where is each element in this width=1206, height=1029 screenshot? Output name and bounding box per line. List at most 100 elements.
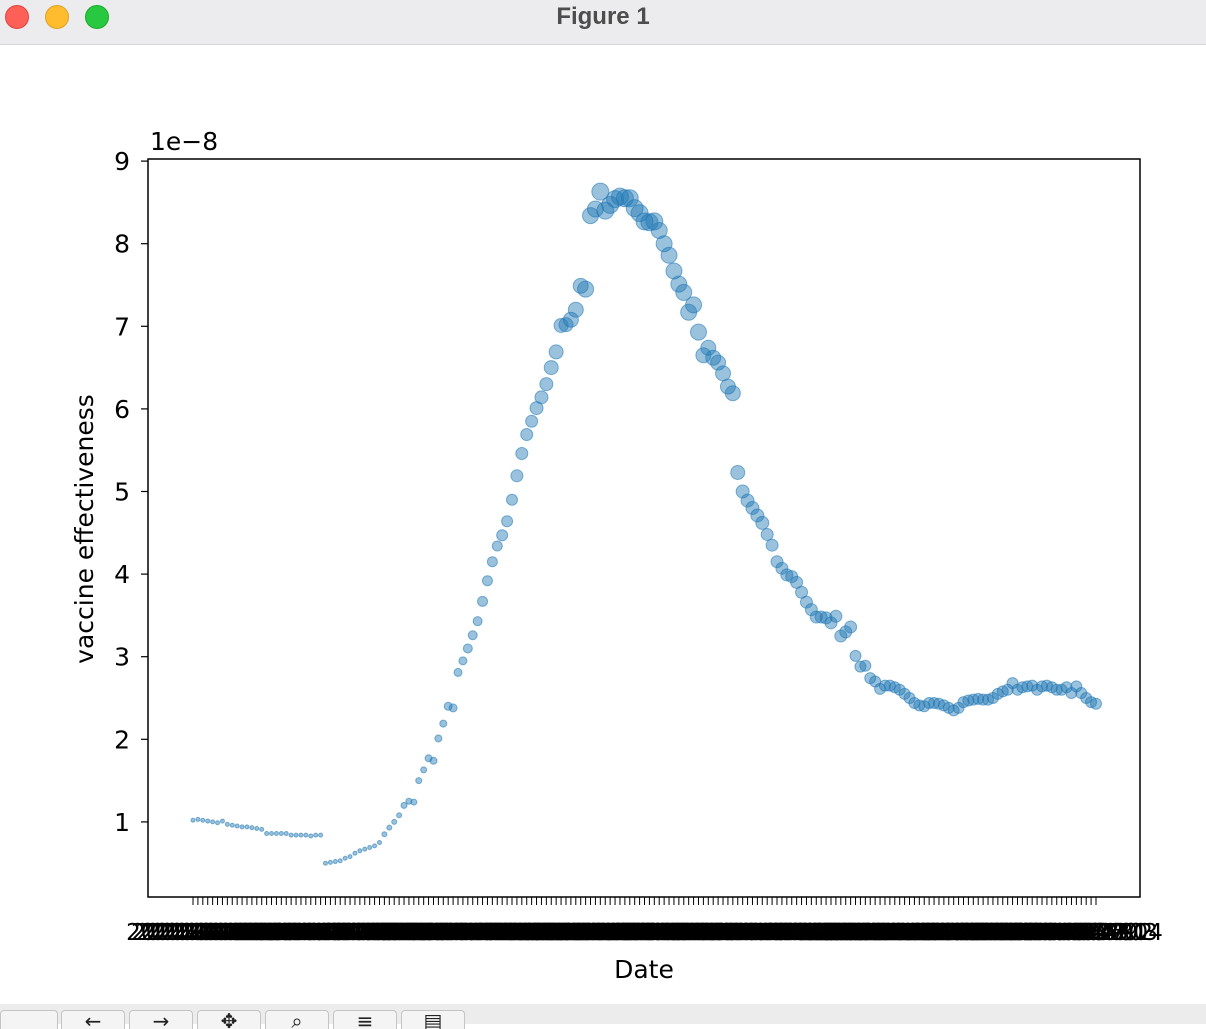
data-point bbox=[689, 323, 707, 341]
x-tick-label: 2021-02-05 bbox=[298, 920, 432, 946]
back-button[interactable]: ← bbox=[61, 1010, 125, 1029]
data-point bbox=[1016, 681, 1029, 694]
x-tick-label: 2021-02-24 bbox=[391, 920, 525, 946]
data-point bbox=[429, 756, 438, 765]
data-point bbox=[323, 860, 329, 866]
data-point bbox=[381, 831, 388, 838]
y-tick-label: 2 bbox=[114, 725, 130, 754]
x-tick-label: 2021-03-07 bbox=[445, 920, 579, 946]
data-point bbox=[362, 846, 368, 852]
x-tick-label: 2021-05-29 bbox=[852, 920, 986, 946]
x-axis-label: Date bbox=[614, 955, 674, 984]
plot-frame bbox=[147, 158, 1141, 898]
x-tick-label: 2021-05-08 bbox=[749, 920, 883, 946]
x-tick-label: 2021-03-19 bbox=[504, 920, 638, 946]
x-tick-label: 2021-06-15 bbox=[936, 920, 1070, 946]
x-tick-label: 2021-05-18 bbox=[799, 920, 933, 946]
x-tick-label: 2021-02-02 bbox=[283, 920, 417, 946]
x-tick-label: 2021-04-09 bbox=[607, 920, 741, 946]
data-point bbox=[829, 609, 843, 623]
x-tick-label: 2021-03-04 bbox=[430, 920, 564, 946]
data-point bbox=[577, 280, 595, 298]
y-tick-label: 1 bbox=[114, 808, 130, 837]
x-tick-label: 2021-04-08 bbox=[602, 920, 736, 946]
data-point bbox=[477, 595, 489, 607]
window-title: Figure 1 bbox=[556, 3, 650, 30]
x-tick-label: 2021-01-31 bbox=[273, 920, 407, 946]
x-tick-label: 2021-02-11 bbox=[327, 920, 461, 946]
maximize-window-button[interactable] bbox=[85, 5, 109, 29]
pan-button[interactable]: ✥ bbox=[197, 1010, 261, 1029]
data-point bbox=[630, 204, 649, 223]
x-tick-label: 2021-03-06 bbox=[440, 920, 574, 946]
data-point bbox=[458, 656, 468, 666]
forward-button[interactable]: → bbox=[129, 1010, 193, 1029]
data-point bbox=[849, 649, 862, 662]
x-tick-label: 2021-05-24 bbox=[828, 920, 962, 946]
x-tick-label: 2021-06-26 bbox=[990, 920, 1124, 946]
data-point bbox=[839, 625, 853, 639]
x-tick-label: 2021-05-15 bbox=[784, 920, 918, 946]
x-tick-label: 2021-01-22 bbox=[229, 920, 363, 946]
close-window-button[interactable] bbox=[5, 5, 29, 29]
minimize-window-button[interactable] bbox=[45, 5, 69, 29]
home-button[interactable] bbox=[0, 1010, 58, 1029]
data-point bbox=[386, 824, 393, 831]
x-tick-label: 2021-04-11 bbox=[617, 920, 751, 946]
subplots-button[interactable]: ≡ bbox=[333, 1010, 397, 1029]
data-point bbox=[553, 317, 569, 333]
data-point bbox=[273, 830, 279, 836]
x-tick-label: 2021-07-04 bbox=[1029, 920, 1163, 946]
x-tick-label: 2021-06-11 bbox=[916, 920, 1050, 946]
data-point bbox=[615, 189, 634, 208]
data-point bbox=[650, 221, 668, 239]
x-tick-label: 2021-06-23 bbox=[975, 920, 1109, 946]
data-point bbox=[505, 493, 518, 506]
data-point bbox=[775, 561, 789, 575]
data-point bbox=[558, 317, 574, 333]
x-tick-label: 2021-02-04 bbox=[293, 920, 427, 946]
x-tick-label: 2021-01-27 bbox=[254, 920, 388, 946]
x-tick-label: 2021-06-08 bbox=[902, 920, 1036, 946]
x-tick-label: 2021-02-09 bbox=[318, 920, 452, 946]
data-point bbox=[878, 679, 891, 692]
data-point bbox=[903, 692, 916, 704]
x-tick-label: 2021-03-11 bbox=[465, 920, 599, 946]
x-tick-label: 2021-02-14 bbox=[342, 920, 476, 946]
x-tick-label: 2021-06-07 bbox=[897, 920, 1031, 946]
data-point bbox=[448, 703, 458, 713]
data-point bbox=[770, 555, 784, 569]
y-offset-text: 1e−8 bbox=[150, 127, 218, 156]
data-point bbox=[928, 696, 941, 709]
x-tick-label: 2021-02-03 bbox=[288, 920, 422, 946]
data-point bbox=[977, 693, 990, 706]
x-tick-label: 2021-01-20 bbox=[219, 920, 353, 946]
data-point bbox=[337, 858, 343, 864]
data-point bbox=[269, 830, 275, 836]
x-tick-label: 2021-03-05 bbox=[435, 920, 569, 946]
save-button[interactable]: ▤ bbox=[401, 1010, 465, 1029]
x-tick-label: 2021-06-05 bbox=[887, 920, 1021, 946]
x-tick-label: 2021-01-04 bbox=[141, 920, 275, 946]
x-tick-label: 2021-02-25 bbox=[396, 920, 530, 946]
zoom-button[interactable]: ⌕ bbox=[265, 1010, 329, 1029]
x-tick-label: 2021-02-15 bbox=[347, 920, 481, 946]
data-point bbox=[491, 540, 503, 552]
x-tick-label: 2021-02-01 bbox=[278, 920, 412, 946]
data-point bbox=[472, 616, 483, 627]
x-tick-label: 2021-03-31 bbox=[563, 920, 697, 946]
x-tick-label: 2021-05-06 bbox=[740, 920, 874, 946]
data-point bbox=[520, 428, 534, 442]
data-point bbox=[367, 845, 373, 851]
x-tick-label: 2021-06-17 bbox=[946, 920, 1080, 946]
data-point bbox=[347, 854, 353, 860]
data-point bbox=[510, 469, 524, 483]
x-tick-label: 2021-04-15 bbox=[637, 920, 771, 946]
x-tick-label: 2021-05-05 bbox=[735, 920, 869, 946]
data-point bbox=[804, 603, 818, 617]
x-tick-label: 2021-01-15 bbox=[195, 920, 329, 946]
data-point bbox=[352, 850, 358, 856]
data-point bbox=[665, 262, 683, 280]
x-tick-label: 2021-01-21 bbox=[224, 920, 358, 946]
x-tick-label: 2021-01-26 bbox=[249, 920, 383, 946]
